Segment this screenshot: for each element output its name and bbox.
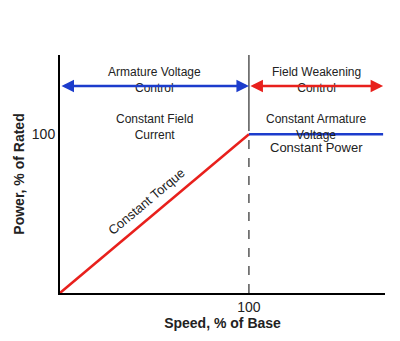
- svg-text:Constant ArmatureVoltage: Constant ArmatureVoltage: [266, 112, 366, 142]
- svg-text:Power, % of Rated: Power, % of Rated: [11, 113, 27, 234]
- svg-text:Field WeakeningControl: Field WeakeningControl: [272, 65, 361, 95]
- svg-text:100: 100: [237, 299, 261, 315]
- svg-text:Constant Torque: Constant Torque: [105, 165, 188, 238]
- svg-text:Armature VoltageControl: Armature VoltageControl: [108, 65, 201, 95]
- svg-text:Constant Power: Constant Power: [270, 140, 363, 155]
- svg-text:Constant FieldCurrent: Constant FieldCurrent: [116, 112, 193, 142]
- svg-text:100: 100: [32, 126, 56, 142]
- svg-text:Speed, % of Base: Speed, % of Base: [164, 315, 281, 331]
